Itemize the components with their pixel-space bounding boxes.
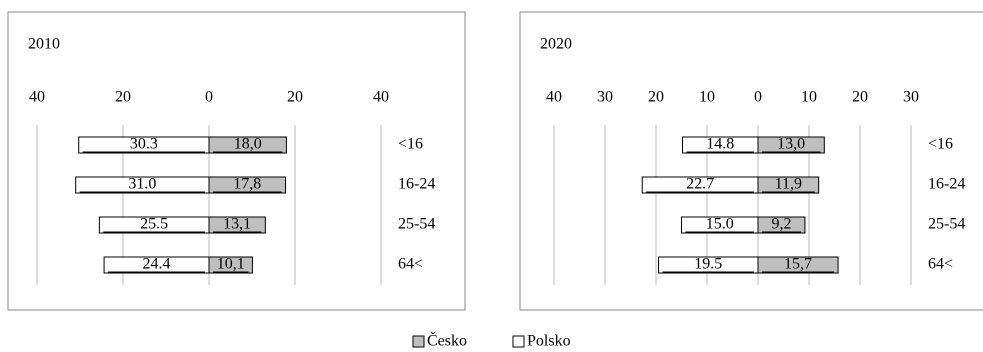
- data-label: 9,2: [771, 216, 791, 233]
- x-tick-label: 20: [648, 89, 664, 106]
- x-tick-label: 10: [699, 89, 715, 106]
- panel-frame: [519, 11, 983, 311]
- data-label: 24.4: [143, 256, 171, 273]
- x-tick-label: 0: [205, 89, 213, 106]
- x-tick-label: 20: [852, 89, 868, 106]
- x-tick-label: 30: [597, 89, 613, 106]
- category-label: 16-24: [398, 176, 435, 193]
- data-label: 25.5: [140, 216, 168, 233]
- bar: [75, 176, 210, 194]
- category-label: <16: [398, 136, 423, 153]
- category-label: 25-54: [928, 216, 965, 233]
- data-label: 13,0: [777, 136, 805, 153]
- data-label: 31.0: [128, 176, 156, 193]
- bar: [98, 216, 210, 234]
- x-tick-label: 20: [287, 89, 303, 106]
- data-label: 10,1: [217, 256, 245, 273]
- category-label: <16: [928, 136, 953, 153]
- data-label: 22.7: [686, 176, 714, 193]
- x-tick-label: 10: [801, 89, 817, 106]
- category-label: 25-54: [398, 216, 435, 233]
- bar: [103, 256, 210, 274]
- bar: [681, 216, 759, 234]
- x-tick-label: 30: [903, 89, 919, 106]
- data-label: 15,7: [784, 256, 812, 273]
- data-label: 14.8: [706, 136, 734, 153]
- legend-swatch: [512, 335, 525, 348]
- x-tick-label: 0: [754, 89, 762, 106]
- x-tick-label: 40: [29, 89, 45, 106]
- data-label: 18,0: [234, 136, 262, 153]
- legend-label: Polsko: [527, 333, 571, 350]
- panel-title: 2010: [28, 36, 60, 53]
- bar: [78, 136, 210, 154]
- data-label: 19.5: [694, 256, 722, 273]
- x-tick-label: 40: [546, 89, 562, 106]
- legend-label: Česko: [427, 331, 467, 350]
- panel-frame: [7, 11, 466, 311]
- bar: [658, 256, 759, 274]
- legend-swatch: [412, 335, 425, 348]
- panel-title: 2020: [540, 36, 572, 53]
- category-label: 16-24: [928, 176, 965, 193]
- data-label: 17,8: [233, 176, 261, 193]
- x-tick-label: 40: [373, 89, 389, 106]
- category-label: 64<: [398, 256, 423, 273]
- category-label: 64<: [928, 256, 953, 273]
- bar: [682, 136, 759, 154]
- bar: [641, 176, 759, 194]
- data-label: 15.0: [706, 216, 734, 233]
- data-label: 30.3: [130, 136, 158, 153]
- data-label: 11,9: [775, 176, 802, 193]
- x-tick-label: 20: [115, 89, 131, 106]
- data-label: 13,1: [223, 216, 251, 233]
